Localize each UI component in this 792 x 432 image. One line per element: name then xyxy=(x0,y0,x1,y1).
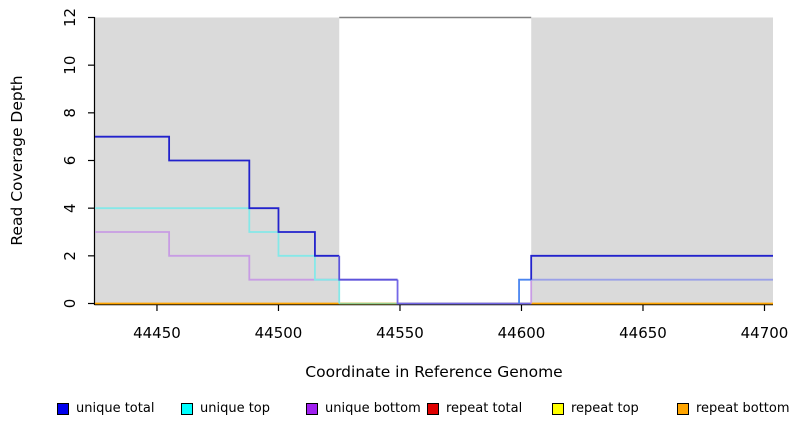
blue-over-purple-blend xyxy=(338,255,398,281)
x-tick-label: 44500 xyxy=(255,324,303,342)
unique-total-steps-left xyxy=(95,135,340,257)
unique-top-steps xyxy=(95,207,341,304)
unique-total-steps-right xyxy=(530,254,773,280)
x-tick-label: 44700 xyxy=(741,324,789,342)
y-tick-label: 6 xyxy=(61,156,79,166)
unique-bottom-steps xyxy=(95,231,398,281)
x-tick-label: 44600 xyxy=(498,324,546,342)
y-axis-title: Read Coverage Depth xyxy=(8,75,26,245)
x-tick-label: 44450 xyxy=(133,324,181,342)
y-tick-label: 10 xyxy=(61,56,79,75)
x-tick-label: 44650 xyxy=(619,324,667,342)
coverage-step-lines xyxy=(95,135,773,305)
y-tick-label: 2 xyxy=(61,251,79,261)
x-tick-label: 44550 xyxy=(376,324,424,342)
repeat-region-right xyxy=(531,17,773,304)
y-tick-label: 4 xyxy=(61,203,79,213)
repeat-region-shading xyxy=(95,17,773,304)
axes: 44450 44500 44550 44600 44650 44700 0 2 4 6 8 10 12 xyxy=(61,8,788,342)
y-tick-label: 8 xyxy=(61,108,79,118)
x-axis-title: Coordinate in Reference Genome xyxy=(305,363,562,381)
blue-purple-zero-blend xyxy=(396,279,532,305)
blue-cyan-rise-blend xyxy=(518,278,532,304)
y-tick-label: 0 xyxy=(61,299,79,309)
y-tick-label: 12 xyxy=(61,8,79,27)
